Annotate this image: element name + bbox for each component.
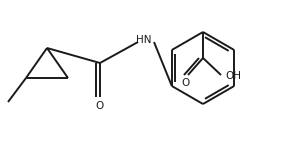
Text: HN: HN [136,35,152,45]
Text: OH: OH [225,71,241,81]
Text: O: O [96,101,104,111]
Text: O: O [182,78,190,88]
